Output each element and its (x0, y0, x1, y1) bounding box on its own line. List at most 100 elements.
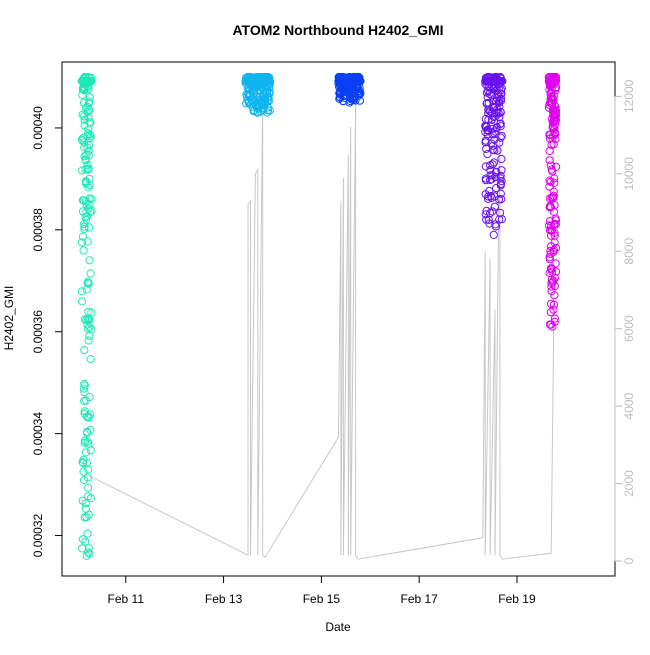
data-point (490, 146, 499, 155)
series-group (481, 72, 507, 239)
data-point (82, 285, 91, 294)
data-point (83, 529, 92, 538)
data-point (85, 323, 94, 332)
data-point (83, 237, 92, 246)
data-point (83, 277, 93, 286)
data-point (489, 230, 498, 239)
data-point (481, 138, 490, 147)
data-point (78, 458, 87, 467)
data-point (546, 99, 556, 108)
data-point (81, 499, 90, 508)
data-point (85, 410, 95, 419)
data-point (488, 124, 497, 133)
data-point (86, 355, 95, 364)
data-point (482, 206, 491, 215)
data-point (492, 123, 501, 132)
data-point (497, 154, 506, 164)
data-point (350, 85, 359, 94)
data-point (496, 208, 505, 217)
data-point (488, 130, 497, 139)
data-point (483, 126, 492, 135)
data-point (84, 99, 93, 108)
data-point (263, 93, 272, 102)
data-point (81, 197, 90, 206)
data-point (546, 98, 555, 107)
y2-tick-label: 6000 (622, 315, 636, 342)
data-point (80, 152, 89, 161)
data-point (82, 428, 92, 438)
data-point (550, 117, 559, 126)
chart-title: ATOM2 Northbound H2402_GMI (232, 22, 443, 38)
data-point (345, 98, 354, 107)
data-point (548, 322, 557, 331)
data-point (545, 134, 555, 143)
data-point (81, 448, 91, 457)
y-tick-label: 0.00038 (31, 208, 45, 252)
data-point (355, 90, 364, 99)
data-point (80, 409, 89, 418)
data-point (355, 96, 364, 105)
data-point (85, 174, 94, 183)
data-point (248, 86, 257, 95)
data-point (263, 108, 272, 117)
data-point (86, 207, 95, 216)
data-point (80, 98, 89, 107)
data-point (80, 222, 89, 231)
data-point (549, 300, 559, 309)
data-point (82, 551, 91, 561)
data-point (83, 320, 92, 329)
data-point (83, 165, 92, 174)
data-point (545, 176, 554, 185)
data-point (492, 184, 501, 193)
x-tick-label: Feb 15 (303, 592, 341, 606)
axes-layer: Feb 11 Feb 13 Feb 15 Feb 17 Feb 19 0.00032 0.0… (31, 79, 636, 606)
data-point (481, 127, 490, 137)
data-point (483, 194, 493, 203)
data-point (78, 232, 88, 241)
y2-tick-label: 8000 (622, 238, 636, 265)
data-point (77, 287, 87, 296)
data-point (77, 297, 87, 306)
data-point (84, 510, 94, 519)
data-point (551, 259, 560, 268)
data-point (81, 537, 90, 546)
data-point (552, 162, 561, 171)
data-point (552, 77, 561, 86)
data-point (545, 146, 554, 156)
data-point (85, 393, 94, 402)
data-point (547, 287, 556, 296)
data-point (86, 132, 95, 141)
data-point (84, 336, 93, 345)
data-point (547, 140, 556, 149)
data-point (549, 276, 558, 285)
data-point (489, 158, 499, 167)
data-point (546, 203, 556, 212)
data-point (78, 166, 87, 175)
data-point (85, 93, 94, 102)
data-point (246, 100, 255, 109)
data-point (258, 105, 267, 114)
data-point (496, 107, 505, 117)
data-point (83, 548, 93, 557)
data-point (497, 131, 506, 140)
data-point (482, 215, 491, 224)
x-tick-label: Feb 19 (498, 592, 536, 606)
data-point (497, 166, 506, 175)
y-tick-label: 0.00036 (31, 310, 45, 354)
y2-tick-label: 4000 (622, 392, 636, 419)
data-point (483, 93, 492, 102)
data-point (546, 299, 556, 308)
data-point (496, 171, 505, 180)
data-point (549, 305, 558, 314)
data-point (484, 115, 493, 124)
data-point (247, 95, 256, 104)
data-point (545, 255, 554, 264)
y2-tick-label: 12000 (622, 79, 636, 113)
data-point (265, 77, 275, 86)
data-point (545, 217, 555, 226)
data-point (83, 143, 92, 152)
plot-box (61, 61, 616, 577)
data-point (493, 146, 502, 155)
data-point (488, 141, 498, 150)
